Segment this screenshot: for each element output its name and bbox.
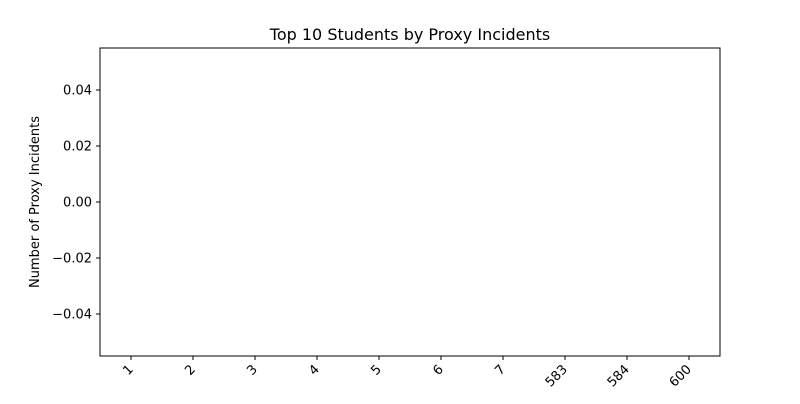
- x-tick-label: 584: [605, 362, 633, 390]
- x-tick-label: 4: [306, 362, 322, 378]
- x-axis-ticks: 1 2 3 4 5 6 7 583 584 600: [120, 356, 695, 390]
- x-tick-label: 6: [430, 362, 446, 378]
- plot-area-frame: [99, 47, 721, 357]
- x-tick-label: 7: [492, 362, 508, 378]
- y-tick-label: 0.04: [63, 84, 92, 99]
- y-axis-ticks: 0.04 0.02 0.00 −0.02 −0.04: [52, 84, 100, 323]
- y-tick-label: 0.00: [63, 196, 92, 211]
- y-tick-label: 0.02: [63, 140, 92, 155]
- x-tick-label: 5: [368, 362, 384, 378]
- y-axis-label: Number of Proxy Incidents: [28, 116, 43, 288]
- x-tick-label: 3: [244, 362, 260, 378]
- y-tick-label: −0.02: [52, 252, 92, 267]
- y-tick-label: −0.04: [52, 308, 92, 323]
- x-tick-label: 2: [182, 362, 198, 378]
- x-tick-label: 600: [667, 362, 695, 390]
- chart-title: Top 10 Students by Proxy Incidents: [269, 25, 550, 44]
- x-tick-label: 1: [120, 362, 136, 378]
- x-tick-label: 583: [543, 362, 571, 390]
